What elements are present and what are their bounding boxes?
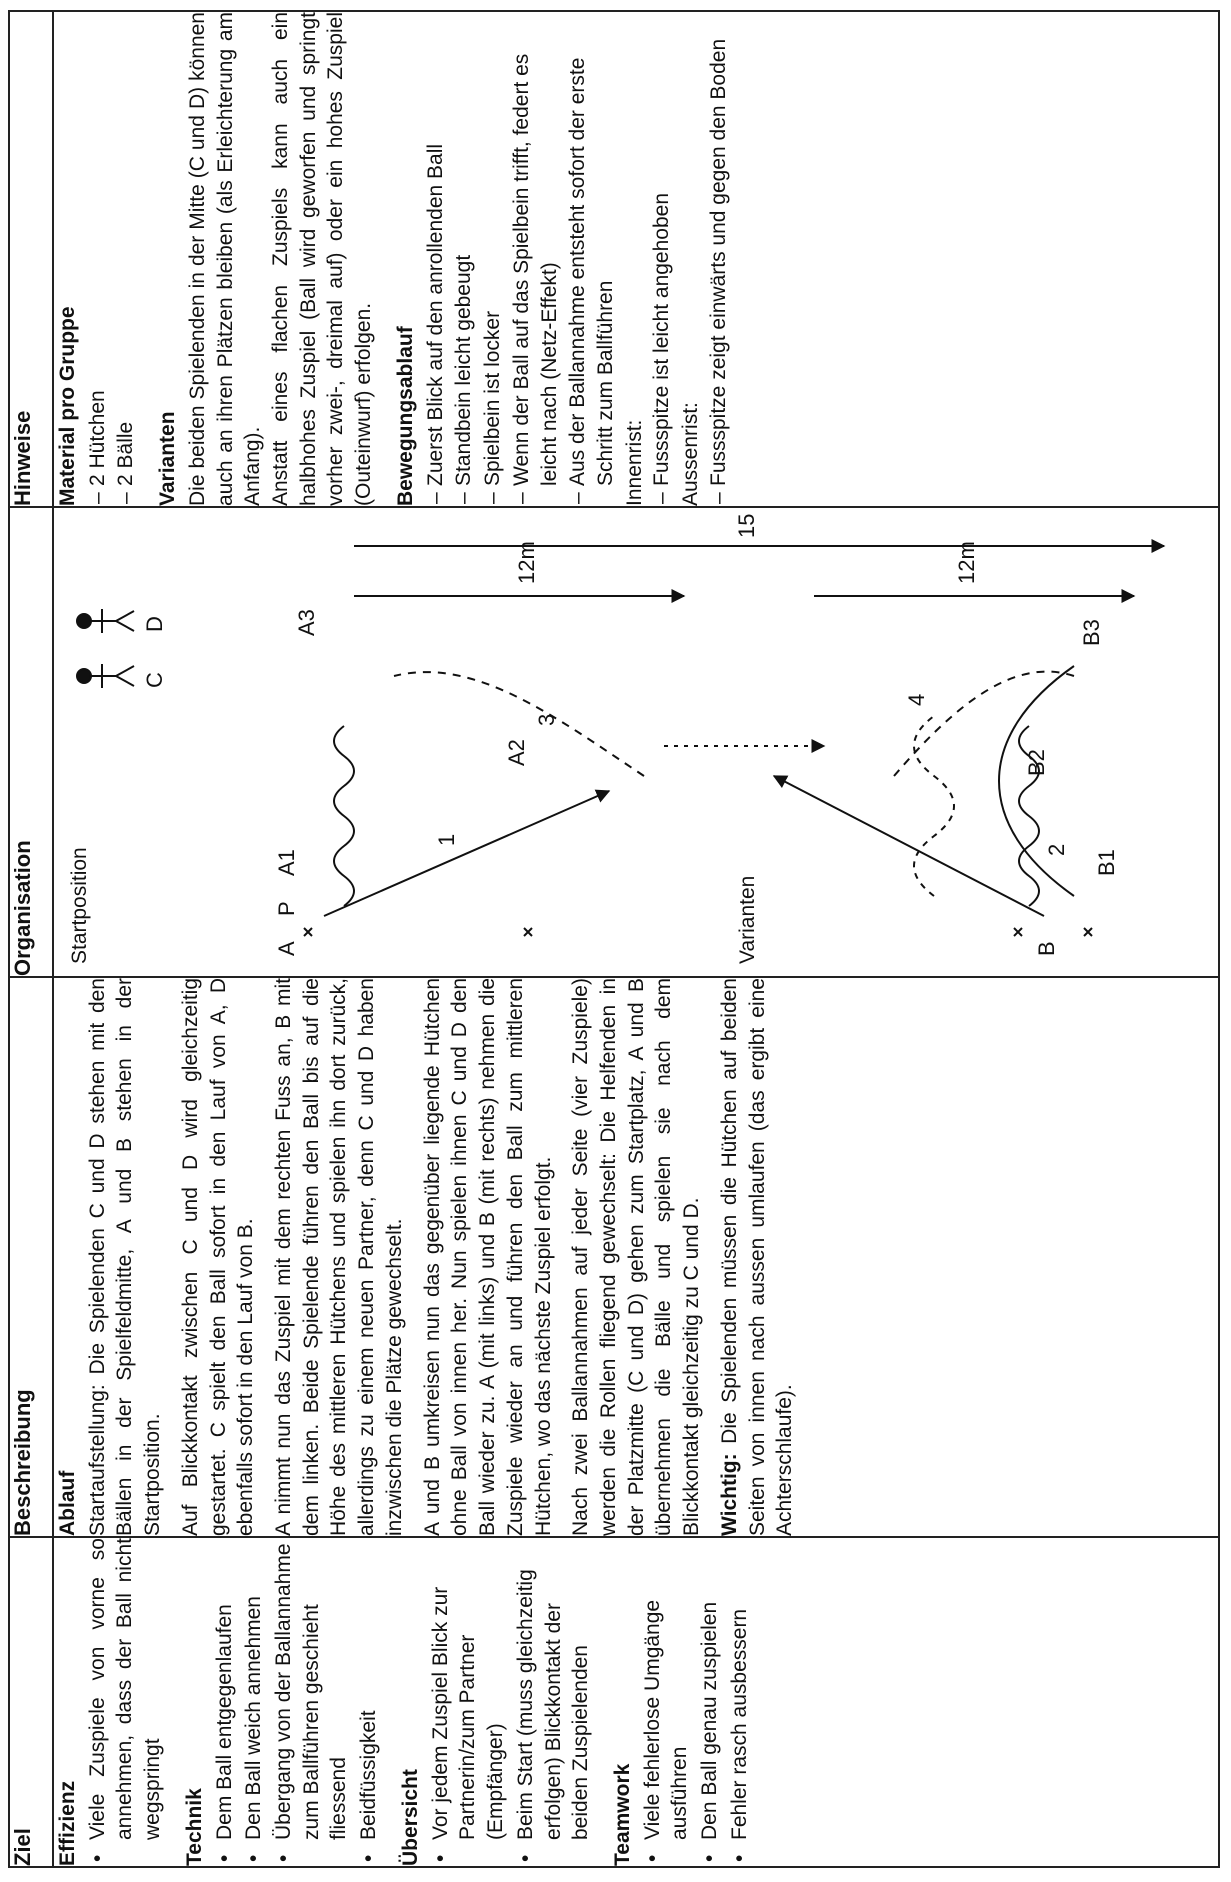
player-b2-label: B2 [1024, 749, 1049, 776]
material-item: 2 Hütchen [84, 12, 112, 486]
run-line [393, 671, 645, 777]
ablauf-paragraph: A und B umkreisen nun das gegenüber lieg… [420, 978, 555, 1536]
point-p-label: P [274, 901, 299, 916]
pass-number: 4 [904, 694, 929, 706]
varianten-paragraph: Die beiden Spielenden in der Mitte (C un… [185, 12, 265, 506]
bewegung-item: Zuerst Blick auf den anrollenden Ball [422, 12, 450, 486]
player-d-label: D [142, 616, 167, 632]
cone-icon [303, 927, 313, 937]
distance-12m-label: 12m [954, 541, 979, 584]
pass-arrow [323, 789, 611, 917]
distance-12m-label: 12m [514, 541, 539, 584]
player-a3-label: A3 [294, 609, 319, 636]
aussenrist-label: Aussenrist: [679, 402, 703, 506]
bewegung-item: Wenn der Ball auf das Spielbein trifft, … [508, 12, 563, 486]
ablauf-paragraph: Auf Blickkontakt zwischen C und D wird g… [178, 978, 258, 1536]
bewegung-item: Standbein leicht gebeugt [450, 12, 478, 486]
ziel-item: Viele fehlerlose Umgänge ausführen [639, 1538, 694, 1840]
ziel-item: Den Ball genau zuspielen [696, 1538, 724, 1840]
varianten-heading: Varianten [156, 411, 180, 506]
player-a2-label: A2 [504, 739, 529, 766]
ziel-item: Den Ball weich annehmen [240, 1538, 268, 1840]
ziel-cell: Effizienz Viele Zuspiele von vorne so an… [53, 1537, 1219, 1867]
pass-number: 3 [534, 714, 559, 726]
header-row: Ziel Beschreibung Organisation Hinweise [9, 11, 53, 1867]
drill-diagram: C D A P A1 A2 A3 B B1 B2 B3 1 2 3 4 12m [76, 506, 1166, 956]
distance-15m-label: 15 m [734, 506, 759, 538]
player-b-label: B [1034, 941, 1059, 956]
ablauf-paragraph: Startaufstellung: Die Spielenden C und D… [85, 978, 165, 1536]
header-beschreibung: Beschreibung [9, 977, 53, 1537]
innenrist-item: Fussspitze ist leicht angehoben [648, 12, 676, 486]
header-organisation: Organisation [9, 507, 53, 977]
pass-arrow [772, 775, 1045, 917]
ablauf-paragraph: Nach zwei Ballannahmen auf jeder Seite (… [569, 978, 704, 1536]
ziel-heading-technik: Technik [182, 1788, 206, 1866]
player-c-label: C [142, 672, 167, 688]
aussenrist-item: Fussspitze zeigt einwärts und gegen den … [705, 12, 733, 486]
ziel-item: Fehler rasch ausbessern [726, 1538, 754, 1840]
cone-icon [1083, 927, 1093, 937]
bewegung-item: Aus der Ballannahme entsteht sofort der … [564, 12, 619, 486]
important-note: Wichtig: Die Spielenden müssen die Hütch… [716, 978, 799, 1536]
pass-number: 2 [1044, 844, 1069, 856]
dribble-line [333, 725, 355, 907]
run-line [893, 670, 1075, 777]
ziel-item: Beidfüssigkeit [355, 1538, 383, 1840]
ziel-item: Beim Start (muss gleichzeitig erfolgen) … [512, 1538, 595, 1840]
ziel-item: Übergang von der Ballannahme zum Ballfüh… [270, 1538, 353, 1840]
ziel-item: Dem Ball entgegenlaufen [211, 1538, 239, 1840]
variant-bounce-path [913, 715, 955, 897]
varianten-paragraph: Anstatt eines flachen Zuspiels kann auch… [269, 12, 376, 506]
header-ziel: Ziel [9, 1537, 53, 1867]
player-a1-label: A1 [274, 849, 299, 876]
organisation-cell: Startposition Varianten [53, 506, 1219, 977]
player-b1-label: B1 [1094, 849, 1119, 876]
hinweise-cell: Material pro Gruppe 2 Hütchen 2 Bälle Va… [53, 11, 1219, 507]
material-heading: Material pro Gruppe [56, 306, 79, 506]
important-label: Wichtig: [717, 1453, 741, 1536]
stick-figure-icon [76, 609, 135, 633]
cone-icon [523, 927, 533, 937]
ablauf-paragraph: A nimmt nun das Zuspiel mit dem rechten … [272, 978, 406, 1536]
beschreibung-cell: Ablauf Startaufstellung: Die Spielenden … [53, 977, 1219, 1537]
player-b3-label: B3 [1079, 619, 1104, 646]
dribble-line [1018, 725, 1040, 907]
lesson-table: Ziel Beschreibung Organisation Hinweise … [8, 10, 1220, 1868]
innenrist-label: Innenrist: [622, 419, 646, 506]
important-text: Die Spielenden müssen die Hütchen auf be… [717, 978, 797, 1536]
player-a-label: A [274, 941, 299, 956]
cone-icon [1013, 927, 1023, 937]
pass-number: 1 [434, 834, 459, 846]
ziel-heading-uebersicht: Übersicht [398, 1769, 422, 1866]
material-item: 2 Bälle [112, 12, 140, 486]
ziel-item: Viele Zuspiele von vorne so annehmen, da… [84, 1538, 167, 1840]
bewegung-heading: Bewegungsablauf [393, 326, 417, 506]
ziel-heading-teamwork: Teamwork [610, 1763, 634, 1866]
ziel-heading-effizienz: Effizienz [56, 1780, 79, 1866]
bewegung-item: Spielbein ist locker [479, 12, 507, 486]
ziel-item: Vor jedem Zuspiel Blick zur Partnerin/zu… [427, 1538, 510, 1840]
ablauf-heading: Ablauf [56, 1470, 79, 1536]
stick-figure-icon [76, 664, 135, 688]
content-row: Effizienz Viele Zuspiele von vorne so an… [53, 11, 1219, 1867]
variant-high-path [998, 665, 1075, 897]
header-hinweise: Hinweise [9, 11, 53, 507]
